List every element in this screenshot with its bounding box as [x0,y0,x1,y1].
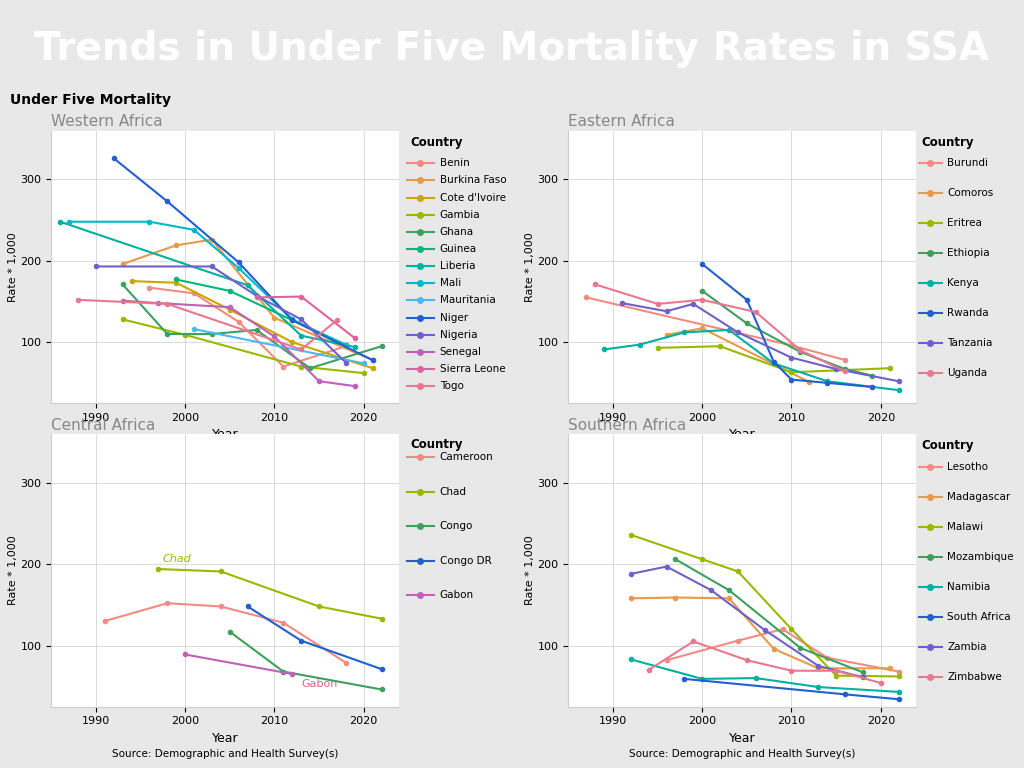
Text: Source: Demographic and Health Survey(s): Source: Demographic and Health Survey(s) [112,445,339,455]
Text: Country: Country [922,439,974,452]
Text: Nigeria: Nigeria [440,329,477,339]
Text: Guinea: Guinea [440,244,477,254]
X-axis label: Year: Year [729,732,756,745]
Text: Lesotho: Lesotho [947,462,988,472]
Text: Gambia: Gambia [440,210,480,220]
Text: Source: Demographic and Health Survey(s): Source: Demographic and Health Survey(s) [629,749,856,759]
Text: Source: Demographic and Health Survey(s): Source: Demographic and Health Survey(s) [629,445,856,455]
Text: Sierra Leone: Sierra Leone [440,364,506,374]
Y-axis label: Rate * 1,000: Rate * 1,000 [7,535,17,605]
Text: Southern Africa: Southern Africa [568,418,686,432]
Text: Rwanda: Rwanda [947,308,989,318]
Text: Source: Demographic and Health Survey(s): Source: Demographic and Health Survey(s) [112,749,339,759]
Text: Comoros: Comoros [947,188,993,198]
Y-axis label: Rate * 1,000: Rate * 1,000 [7,232,17,302]
X-axis label: Year: Year [212,732,239,745]
Text: Cote d'Ivoire: Cote d'Ivoire [440,193,506,203]
Y-axis label: Rate * 1,000: Rate * 1,000 [524,535,535,605]
Text: Zambia: Zambia [947,641,987,651]
Text: Liberia: Liberia [440,261,475,271]
Text: Ethiopia: Ethiopia [947,248,990,258]
X-axis label: Year: Year [729,429,756,442]
Text: Chad: Chad [440,487,467,497]
Text: Namibia: Namibia [947,581,990,591]
Text: Eritrea: Eritrea [947,218,982,228]
Text: Gabon: Gabon [301,679,338,689]
Text: Chad: Chad [163,554,191,564]
Text: Country: Country [922,136,974,149]
Text: Senegal: Senegal [440,347,482,357]
Y-axis label: Rate * 1,000: Rate * 1,000 [524,232,535,302]
Text: Country: Country [411,136,463,149]
Text: Malawi: Malawi [947,521,983,531]
Text: Gabon: Gabon [440,591,474,601]
Text: South Africa: South Africa [947,611,1011,621]
Text: Madagascar: Madagascar [947,492,1011,502]
Text: Tanzania: Tanzania [947,338,992,348]
X-axis label: Year: Year [212,429,239,442]
Text: Eastern Africa: Eastern Africa [568,114,675,129]
Text: Mali: Mali [440,278,461,288]
Text: Trends in Under Five Mortality Rates in SSA: Trends in Under Five Mortality Rates in … [35,30,989,68]
Text: Benin: Benin [440,158,470,168]
Text: Under Five Mortality: Under Five Mortality [10,93,171,107]
Text: Country: Country [411,438,463,451]
Text: Central Africa: Central Africa [51,418,156,432]
Text: Kenya: Kenya [947,278,979,288]
Text: Burundi: Burundi [947,158,988,168]
Text: Mauritania: Mauritania [440,296,496,306]
Text: Congo DR: Congo DR [440,556,492,566]
Text: Ghana: Ghana [440,227,474,237]
Text: Cameroon: Cameroon [440,452,494,462]
Text: Congo: Congo [440,521,473,531]
Text: Burkina Faso: Burkina Faso [440,175,507,185]
Text: Niger: Niger [440,313,468,323]
Text: Western Africa: Western Africa [51,114,163,129]
Text: Zimbabwe: Zimbabwe [947,671,1001,681]
Text: Mozambique: Mozambique [947,551,1014,561]
Text: Togo: Togo [440,381,464,391]
Text: Uganda: Uganda [947,368,987,378]
